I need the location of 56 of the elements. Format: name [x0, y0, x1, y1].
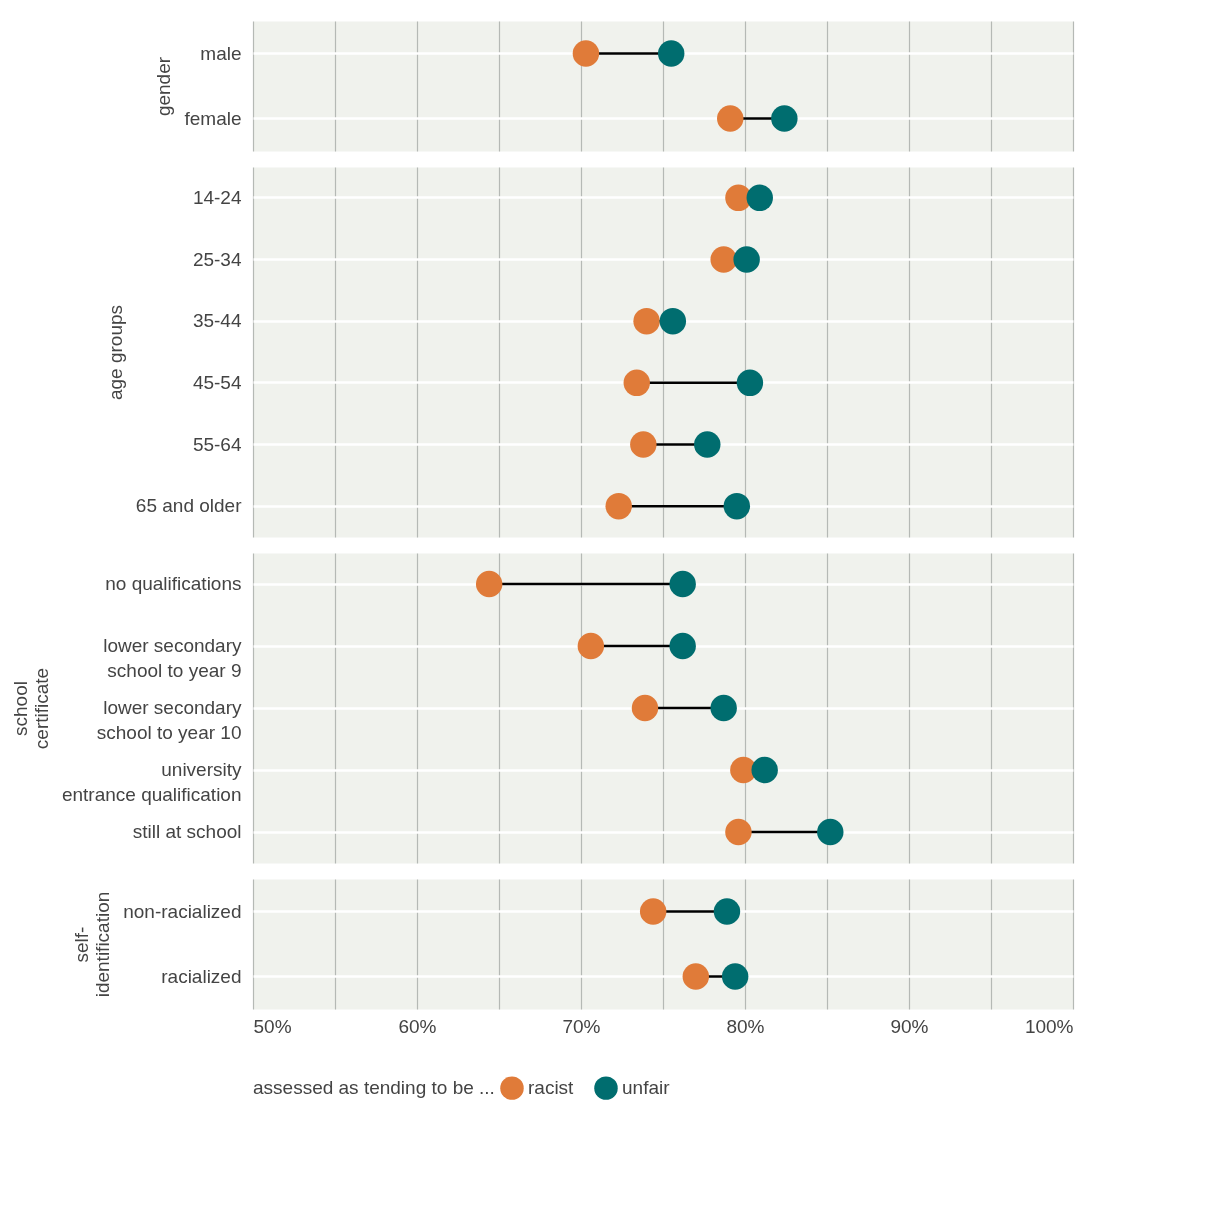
point	[577, 632, 605, 660]
y-tick-label: 55-64	[192, 433, 242, 455]
point	[710, 694, 737, 722]
point	[751, 756, 778, 784]
point	[713, 898, 741, 925]
point	[723, 492, 751, 520]
y-tick-label: university entrance qualification	[61, 759, 242, 805]
legend-label: racist	[528, 1077, 575, 1099]
legend-title: assessed as tending to be ...	[253, 1077, 495, 1098]
point	[623, 369, 650, 397]
y-tick-label: no qualifications	[105, 573, 242, 594]
y-tick-label: 14-24	[192, 186, 242, 208]
point	[721, 963, 749, 990]
point	[633, 307, 660, 335]
point	[475, 570, 503, 598]
point	[717, 105, 744, 132]
y-axis-title: age groups	[104, 304, 126, 401]
point	[746, 184, 773, 212]
point	[771, 105, 798, 132]
y-axis-title: school certificate	[9, 667, 52, 750]
y-tick-label: female	[184, 107, 242, 129]
point	[710, 246, 737, 273]
y-tick-label: male	[200, 42, 242, 64]
point	[630, 431, 657, 458]
point	[725, 818, 752, 846]
y-axis-title: gender	[153, 56, 175, 117]
point	[657, 40, 685, 67]
x-tick-label: 50%	[253, 1015, 292, 1037]
point	[694, 431, 721, 458]
y-axis-title: self- identification	[71, 891, 114, 998]
y-tick-label: lower secondary school to year 9	[103, 635, 242, 681]
point	[682, 963, 710, 990]
point	[605, 492, 632, 520]
y-tick-label: racialized	[161, 965, 242, 987]
x-tick-label: 90%	[890, 1015, 929, 1037]
point	[631, 694, 659, 722]
point	[669, 570, 696, 598]
point	[659, 307, 687, 335]
y-tick-label: lower secondary school to year 10	[96, 697, 242, 743]
y-tick-label: 45-54	[192, 371, 242, 393]
x-tick-label: 80%	[726, 1015, 765, 1037]
x-tick-label: 70%	[562, 1015, 601, 1037]
x-tick-label: 60%	[398, 1015, 437, 1037]
y-tick-label: 35-44	[192, 310, 242, 332]
point	[817, 818, 844, 846]
point	[639, 898, 667, 925]
point	[736, 369, 764, 397]
point	[733, 246, 760, 273]
y-tick-label: 25-34	[192, 248, 242, 270]
point	[572, 40, 600, 67]
point	[669, 632, 696, 660]
y-tick-label: 65 and older	[135, 495, 243, 517]
legend-label: unfair	[622, 1077, 671, 1099]
x-tick-label: 100%	[1024, 1015, 1074, 1037]
y-tick-label: still at school	[132, 821, 242, 842]
y-tick-label: non-racialized	[123, 900, 242, 922]
